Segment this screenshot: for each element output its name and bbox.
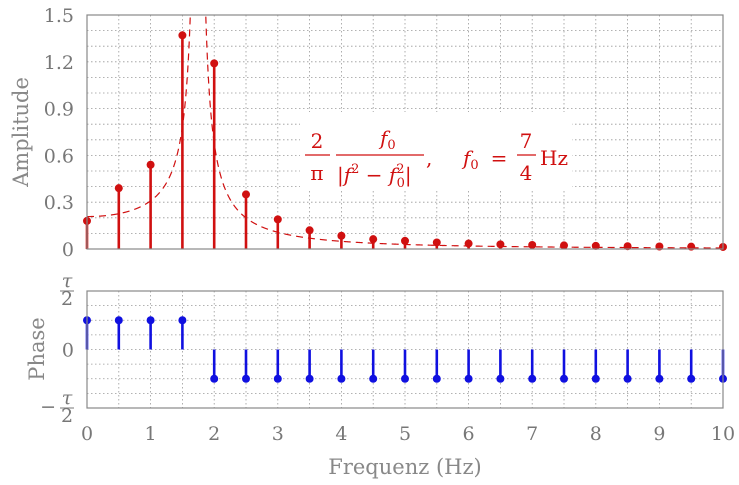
formula-f0-num-sub: 0 — [387, 138, 395, 153]
xtick-label: 10 — [711, 423, 735, 445]
amplitude-point — [560, 241, 568, 250]
amplitude-point — [178, 31, 187, 40]
amplitude-ytick-label: 1.2 — [44, 52, 74, 74]
xtick-label: 8 — [590, 423, 602, 445]
phase-point — [210, 374, 219, 383]
formula-den-mid: − f — [359, 163, 399, 187]
xtick-label: 7 — [526, 423, 538, 445]
formula-den-left: |f — [337, 163, 355, 188]
xtick-label: 9 — [653, 423, 665, 445]
amplitude-point — [401, 236, 409, 245]
phase-point — [273, 374, 282, 383]
amplitude-curve-left — [87, 15, 191, 218]
phase-stems — [83, 316, 727, 383]
xtick-label: 2 — [208, 423, 220, 445]
amplitude-point — [432, 238, 441, 247]
x-axis-label: Frequenz (Hz) — [328, 455, 481, 479]
amplitude-ytick-label: 1.5 — [44, 5, 74, 27]
xtick-label: 3 — [272, 423, 284, 445]
amplitude-point — [496, 240, 505, 249]
amplitude-point — [337, 231, 346, 240]
phase-point — [146, 316, 155, 325]
formula-seven: 7 — [520, 129, 533, 153]
amplitude-point — [464, 239, 473, 248]
phase-point — [464, 374, 473, 383]
formula-den-sup2: 2 — [396, 162, 404, 177]
phase-ytick-sign: − — [40, 396, 56, 418]
phase-point — [432, 374, 441, 383]
phase-point — [242, 374, 250, 383]
phase-point — [655, 374, 664, 383]
amplitude-ytick-label: 0.3 — [44, 192, 74, 214]
formula-annotation: 2 π f0 |f2 − f2 0| , f0 = 7 4 Hz — [305, 126, 568, 191]
amplitude-ytick-label: 0.6 — [44, 145, 74, 167]
xtick-label: 1 — [145, 423, 157, 445]
phase-point — [178, 316, 187, 325]
phase-point — [337, 374, 346, 383]
xtick-label: 6 — [463, 423, 475, 445]
amplitude-point — [369, 235, 378, 244]
formula-unit: Hz — [540, 146, 568, 170]
phase-ytick-label: 0 — [62, 340, 74, 362]
phase-point — [687, 374, 696, 383]
phase-point — [401, 374, 409, 383]
amplitude-curve-right — [205, 15, 723, 249]
amplitude-plot-frame — [86, 14, 724, 250]
phase-point — [369, 374, 378, 383]
formula-two: 2 — [311, 129, 324, 153]
phase-plot-frame — [86, 290, 724, 409]
amplitude-point — [528, 240, 537, 249]
formula-den-sub: 0 — [397, 176, 405, 191]
amplitude-y-ticks: 0 0.3 0.6 0.9 1.2 1.5 — [44, 5, 74, 261]
formula-f0-sub: 0 — [470, 158, 478, 173]
amplitude-ytick-label: 0.9 — [44, 99, 74, 121]
amplitude-point — [146, 160, 155, 169]
amplitude-point — [273, 215, 282, 224]
formula-four: 4 — [520, 161, 533, 185]
xtick-label: 4 — [335, 423, 347, 445]
phase-point — [496, 374, 505, 383]
formula-pi: π — [310, 161, 323, 185]
phase-point — [560, 374, 568, 383]
phase-ylabel: Phase — [25, 317, 49, 380]
xtick-label: 5 — [399, 423, 411, 445]
amplitude-point — [591, 241, 600, 250]
amplitude-ylabel: Amplitude — [9, 77, 33, 188]
phase-ytick-num: τ — [62, 387, 73, 409]
formula-den-right: | — [405, 163, 412, 188]
formula-den-sup: 2 — [351, 162, 359, 177]
phase-ytick-num: τ — [62, 270, 73, 292]
phase-point — [305, 374, 314, 383]
amplitude-point — [114, 184, 123, 193]
amplitude-curve-group — [87, 15, 723, 249]
phase-point — [114, 316, 123, 325]
formula-background — [300, 112, 572, 190]
amplitude-ytick-label: 0 — [62, 239, 74, 261]
formula-comma: , — [426, 146, 432, 170]
x-ticks: 0 1 2 3 4 5 6 7 8 9 10 — [81, 423, 735, 445]
phase-point — [623, 374, 632, 383]
amplitude-point — [210, 59, 219, 68]
phase-point — [591, 374, 600, 383]
amplitude-point — [305, 226, 314, 235]
xtick-label: 0 — [81, 423, 93, 445]
amplitude-point — [623, 242, 632, 251]
formula-equals: = — [491, 146, 508, 170]
phase-grid — [87, 291, 723, 408]
phase-ytick-den: 2 — [61, 288, 73, 310]
amplitude-point — [242, 190, 250, 199]
phase-ytick-den: 2 — [61, 405, 73, 427]
phase-point — [528, 374, 537, 383]
formula-denominator: |f2 − f2 0| — [337, 162, 412, 191]
